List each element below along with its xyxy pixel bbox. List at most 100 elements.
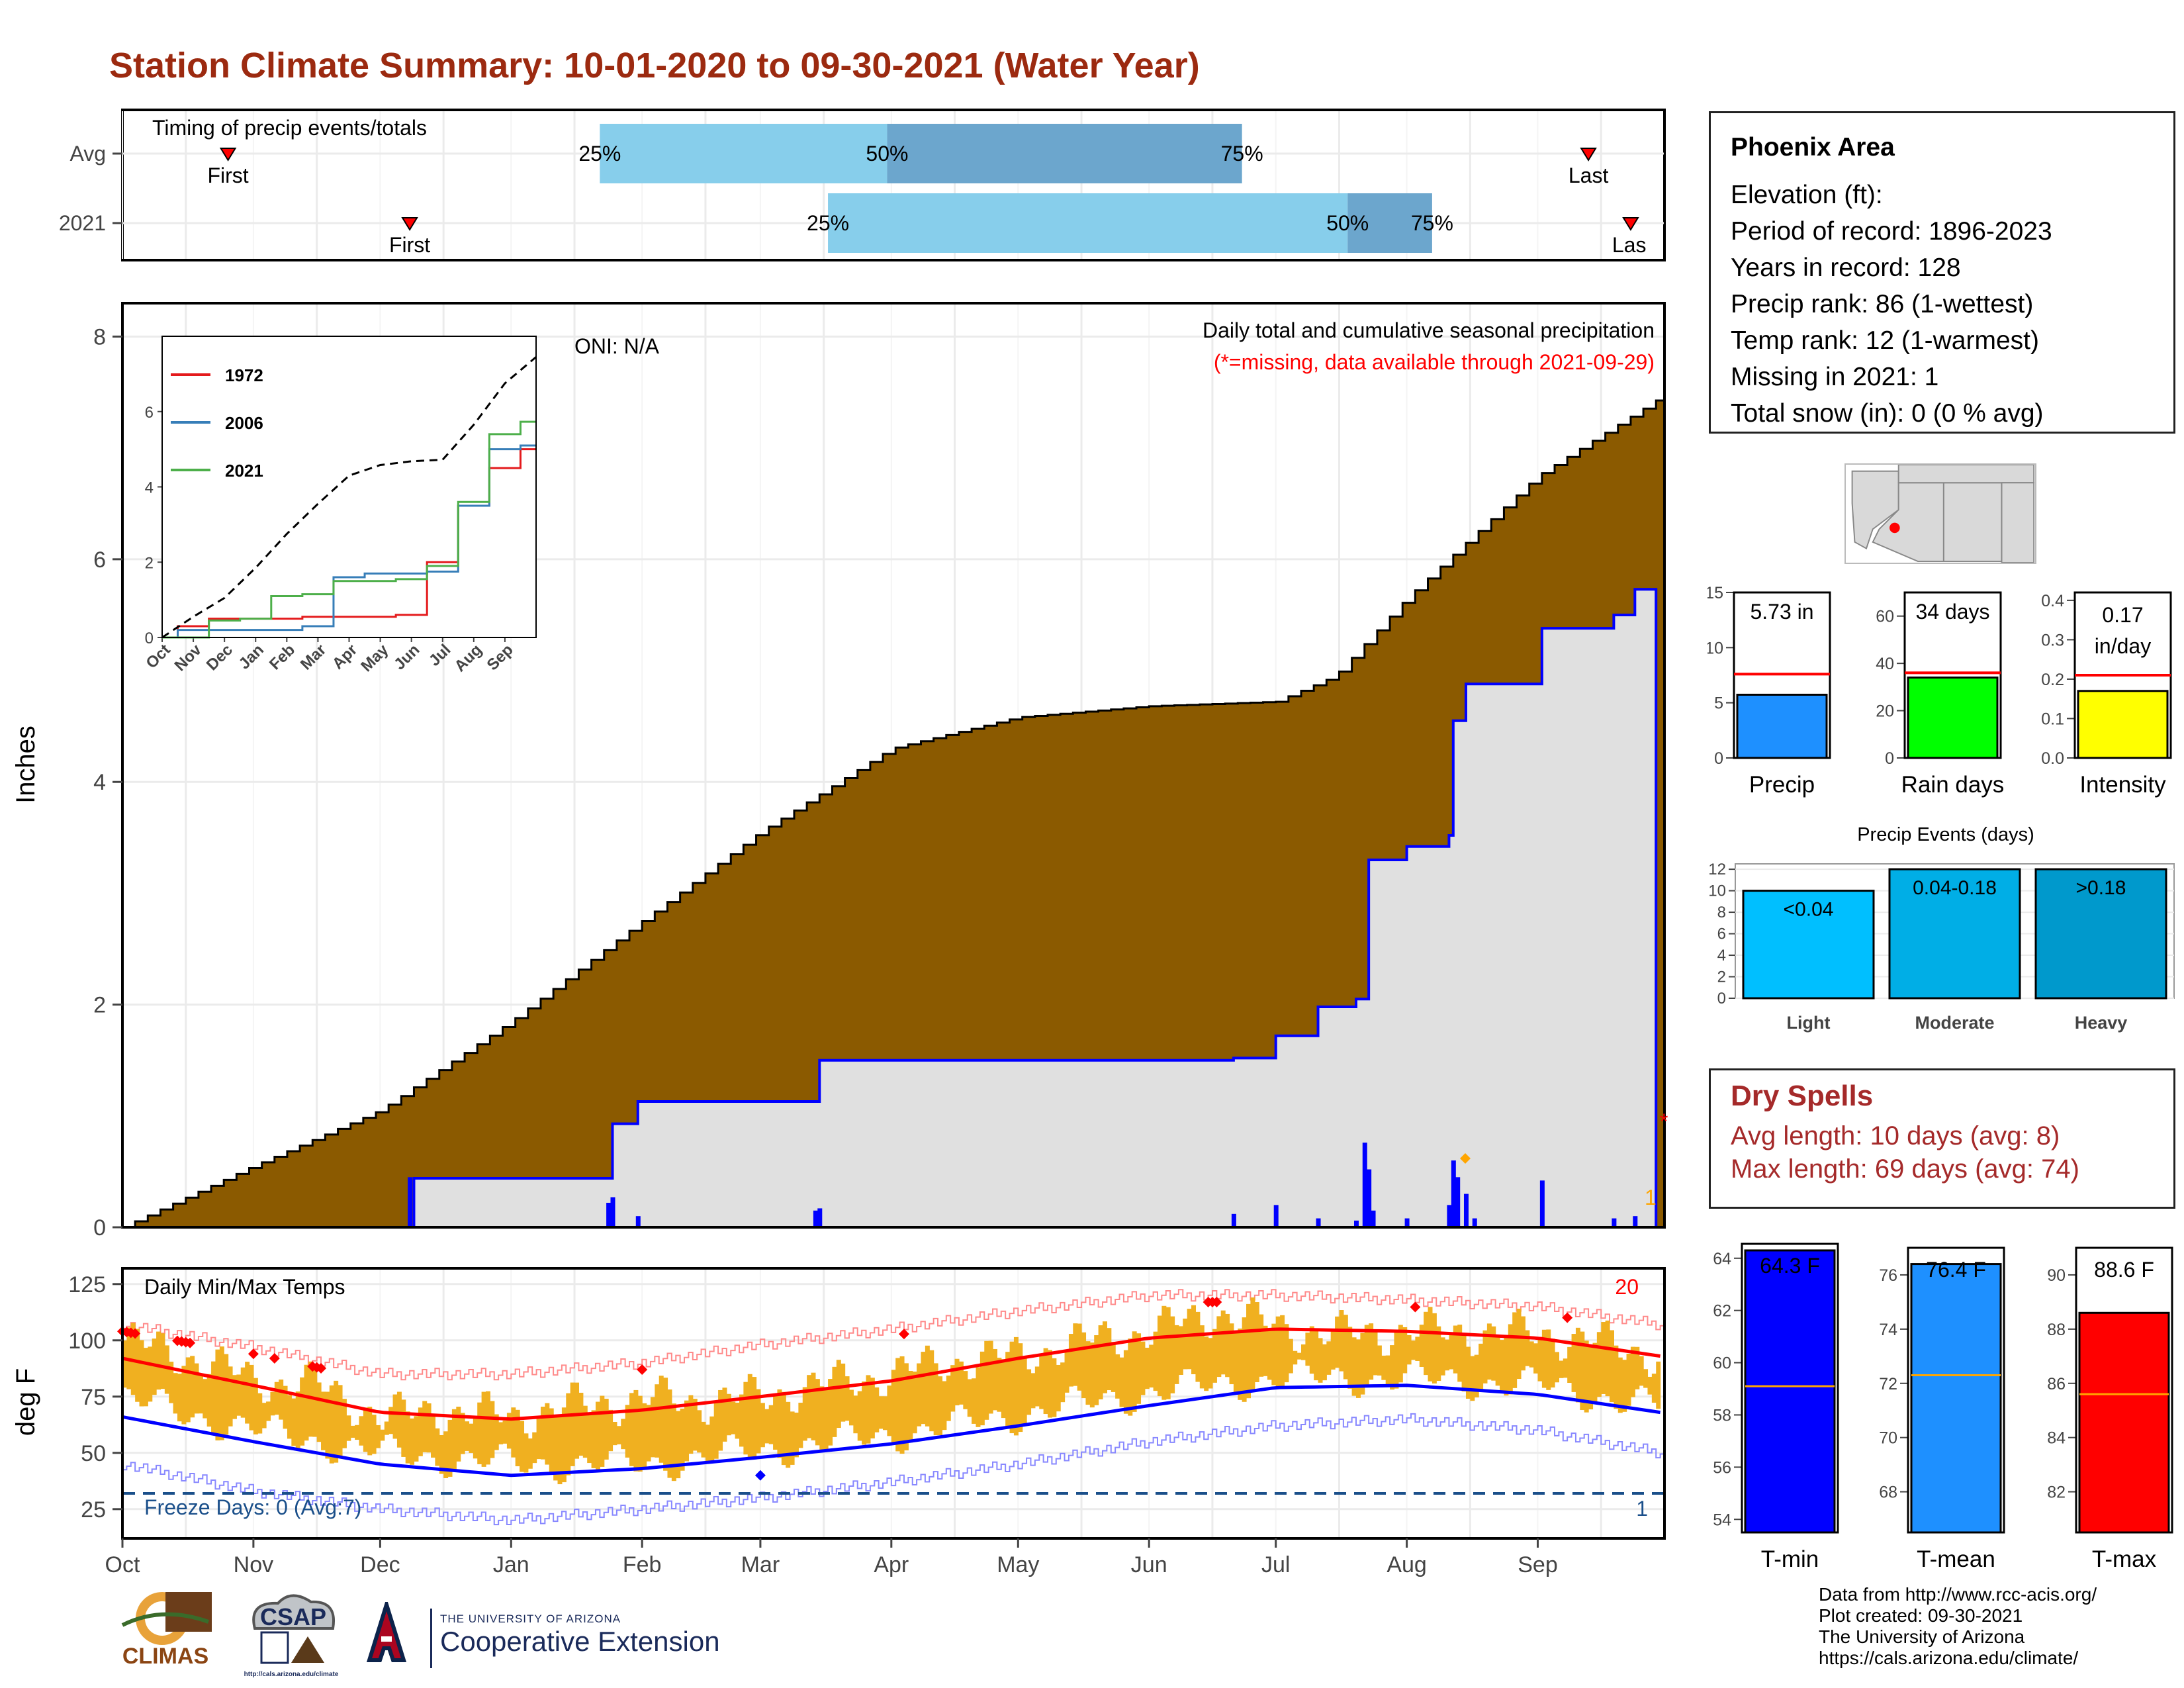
mini-bar-ytick-label: 10 [1707, 639, 1723, 657]
daily-temp-bar [1356, 1339, 1361, 1398]
daily-temp-bar [194, 1363, 199, 1414]
daily-temp-bar [811, 1372, 816, 1440]
daily-temp-bar [878, 1396, 884, 1429]
inset-series-2006 [162, 444, 536, 639]
daily-temp-bar [1432, 1313, 1437, 1384]
daily-temp-bar [1630, 1346, 1635, 1397]
daily-temp-bar [713, 1401, 719, 1459]
daily-temp-bar [122, 1340, 127, 1388]
daily-temp-bar [1647, 1376, 1653, 1395]
daily-temp-bar [451, 1409, 457, 1471]
daily-temp-bar [692, 1399, 698, 1451]
daily-temp-bar [1275, 1316, 1281, 1389]
daily-temp-bar [1068, 1334, 1073, 1387]
daily-temp-bar [1347, 1327, 1353, 1389]
daily-temp-bar [1508, 1324, 1513, 1395]
mini-bar-ytick-label: 15 [1707, 584, 1723, 602]
month-tick-label: Aug [1387, 1552, 1427, 1577]
timing-label-75: 75% [1411, 211, 1453, 235]
daily-temp-bar [1351, 1337, 1357, 1396]
daily-temp-bar [1225, 1313, 1230, 1378]
station-location-dot [1889, 522, 1900, 534]
daily-temp-bar [1453, 1325, 1458, 1374]
daily-temp-bar [173, 1373, 178, 1414]
daily-temp-bar [1128, 1338, 1133, 1416]
daily-temp-bar [621, 1419, 626, 1450]
inset-ytick-label: 0 [145, 630, 154, 647]
daily-temp-bar [211, 1361, 216, 1436]
daily-temp-bar [705, 1425, 710, 1462]
daily-temp-bar [270, 1391, 275, 1416]
daily-temp-bar [1136, 1333, 1142, 1404]
daily-temp-bar [836, 1360, 841, 1429]
daily-temp-bar [405, 1411, 410, 1464]
precip-daily-bars [408, 1143, 1638, 1227]
daily-temp-bar [1537, 1336, 1543, 1382]
record-high-marker [1562, 1312, 1573, 1323]
temp-bar-ytick-label: 54 [1713, 1511, 1731, 1529]
daily-temp-bar [1440, 1337, 1445, 1376]
temp-bar-value-label: 64.3 F [1760, 1254, 1820, 1278]
month-tick-label: Sep [1518, 1552, 1558, 1577]
daily-temp-bar [773, 1395, 778, 1450]
daily-temp-bar [274, 1382, 279, 1415]
daily-temp-bar [1486, 1323, 1492, 1380]
temp-bar-ytick-label: 56 [1713, 1458, 1731, 1477]
daily-temp-bar [1525, 1330, 1530, 1366]
daily-temp-bar [1102, 1321, 1107, 1393]
daily-temp-bar [963, 1371, 968, 1409]
daily-temp-bar [659, 1376, 664, 1463]
precip-events-range-label: >0.18 [2076, 877, 2126, 899]
temp-bar-value-t-min [1744, 1249, 1836, 1534]
daily-temp-bar [1428, 1307, 1433, 1382]
daily-temp-bar [396, 1391, 402, 1448]
daily-precip-bar [1539, 1180, 1545, 1227]
daily-temp-bar [169, 1362, 174, 1403]
mini-bar-value-label: in/day [2095, 634, 2151, 658]
daily-temp-bar [198, 1374, 203, 1414]
daily-temp-bar [1563, 1358, 1568, 1378]
missing-marker: * [1660, 1109, 1668, 1133]
month-tick-label: Feb [623, 1552, 662, 1577]
daily-temp-bar [460, 1413, 465, 1454]
daily-temp-bar [1199, 1325, 1205, 1389]
daily-temp-bar [1398, 1325, 1403, 1383]
daily-temp-bar [135, 1329, 140, 1402]
daily-temp-bar [1626, 1354, 1631, 1406]
inset-series-2021 [162, 420, 536, 639]
daily-temp-bar [392, 1394, 398, 1439]
daily-temp-bar [1263, 1325, 1268, 1376]
precip-events-category-label: Light [1787, 1013, 1831, 1033]
daily-temp-bar [1178, 1326, 1183, 1375]
daily-temp-bar [447, 1419, 453, 1477]
precip-ytick-label: 2 [93, 993, 106, 1018]
precip-events-ytick-label: 6 [1717, 925, 1726, 943]
temp-bar-ytick-label: 62 [1713, 1302, 1731, 1321]
month-tick-label: Mar [741, 1552, 780, 1577]
footer-university: The University of Arizona [1819, 1626, 2025, 1647]
daily-temp-bar [502, 1420, 508, 1444]
temp-bar-ytick-label: 76 [1879, 1266, 1897, 1285]
precip-events-category-label: Moderate [1915, 1013, 1994, 1033]
daily-temp-bar [731, 1401, 736, 1434]
daily-temp-bar [367, 1407, 373, 1456]
daily-temp-bar [857, 1391, 862, 1441]
daily-temp-bar [676, 1411, 681, 1479]
inset-series-avg [161, 356, 537, 639]
daily-temp-bar [1369, 1323, 1374, 1380]
daily-temp-bar [1461, 1333, 1467, 1392]
daily-temp-bar [232, 1375, 237, 1419]
daily-temp-bar [561, 1407, 567, 1483]
temp-bar-category-label: T-mean [1917, 1546, 1995, 1572]
daily-precip-bar [817, 1208, 823, 1227]
precip-ylabel: Inches [11, 726, 40, 804]
timing-label: Timing of precip events/totals [152, 116, 427, 140]
daily-temp-bar [553, 1415, 559, 1481]
daily-temp-bar [527, 1438, 533, 1469]
daily-temp-bar [1208, 1338, 1213, 1389]
daily-temp-bar [283, 1385, 288, 1429]
daily-temp-bar [1520, 1316, 1525, 1371]
temp-bar-value-label: 88.6 F [2094, 1258, 2154, 1282]
university-of-arizona-logo [366, 1602, 407, 1662]
temp-ylabel: deg F [11, 1368, 40, 1436]
